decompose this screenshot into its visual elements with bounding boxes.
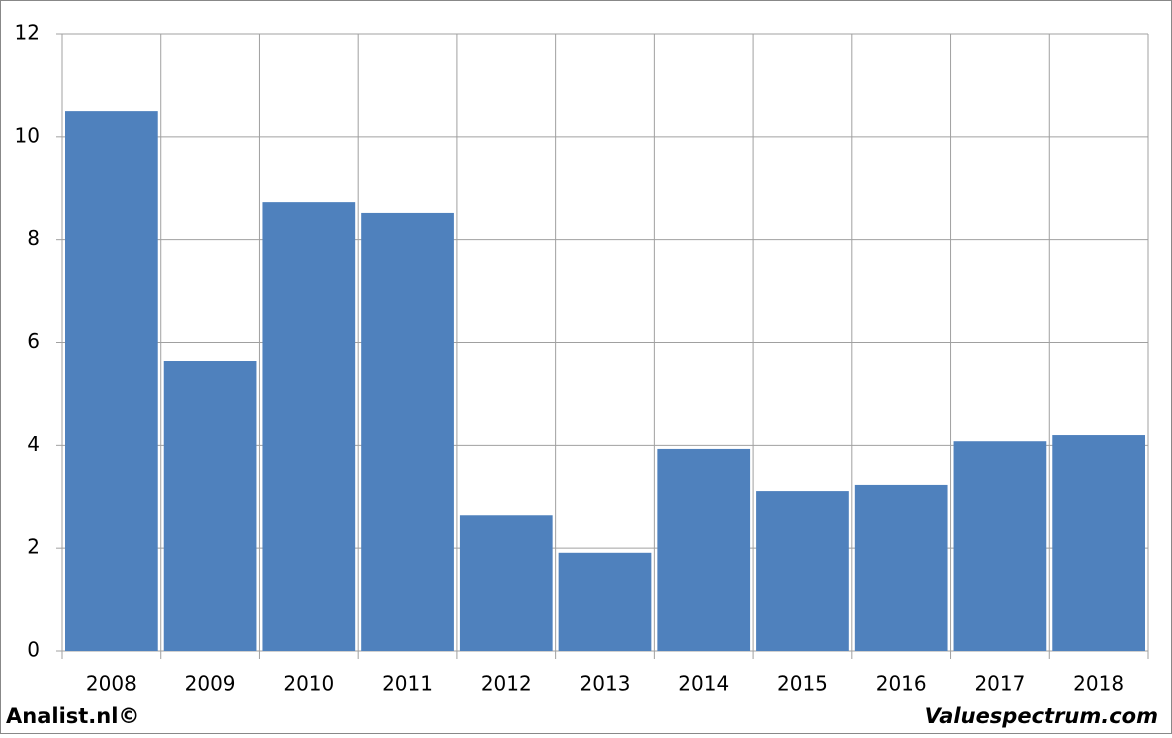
bar bbox=[756, 491, 849, 651]
bar bbox=[262, 202, 356, 651]
watermark-right: Valuespectrum.com bbox=[925, 704, 1158, 728]
x-tick-label: 2009 bbox=[185, 672, 236, 696]
x-tick-label: 2017 bbox=[974, 672, 1025, 696]
x-tick-label: 2012 bbox=[481, 672, 532, 696]
y-tick-label: 0 bbox=[27, 638, 40, 662]
x-tick-label: 2018 bbox=[1073, 672, 1124, 696]
bar bbox=[1052, 435, 1145, 651]
y-tick-label: 2 bbox=[27, 535, 40, 559]
x-tick-label: 2015 bbox=[777, 672, 828, 696]
x-tick-label: 2011 bbox=[382, 672, 433, 696]
bar bbox=[953, 441, 1047, 651]
bar bbox=[657, 448, 751, 651]
x-tick-label: 2014 bbox=[678, 672, 729, 696]
bar bbox=[854, 484, 948, 651]
x-tick-label: 2010 bbox=[283, 672, 334, 696]
y-tick-label: 4 bbox=[27, 432, 40, 456]
y-tick-label: 12 bbox=[15, 21, 40, 45]
x-tick-label: 2016 bbox=[876, 672, 927, 696]
bar bbox=[459, 515, 553, 651]
bar bbox=[163, 361, 257, 651]
bar bbox=[65, 111, 158, 651]
bar bbox=[361, 212, 454, 651]
bar bbox=[558, 552, 652, 651]
y-tick-label: 6 bbox=[27, 329, 40, 353]
x-tick-label: 2013 bbox=[580, 672, 631, 696]
y-tick-label: 8 bbox=[27, 226, 40, 250]
watermark-left: Analist.nl© bbox=[6, 704, 139, 728]
y-tick-label: 10 bbox=[15, 123, 40, 147]
x-tick-label: 2008 bbox=[86, 672, 137, 696]
